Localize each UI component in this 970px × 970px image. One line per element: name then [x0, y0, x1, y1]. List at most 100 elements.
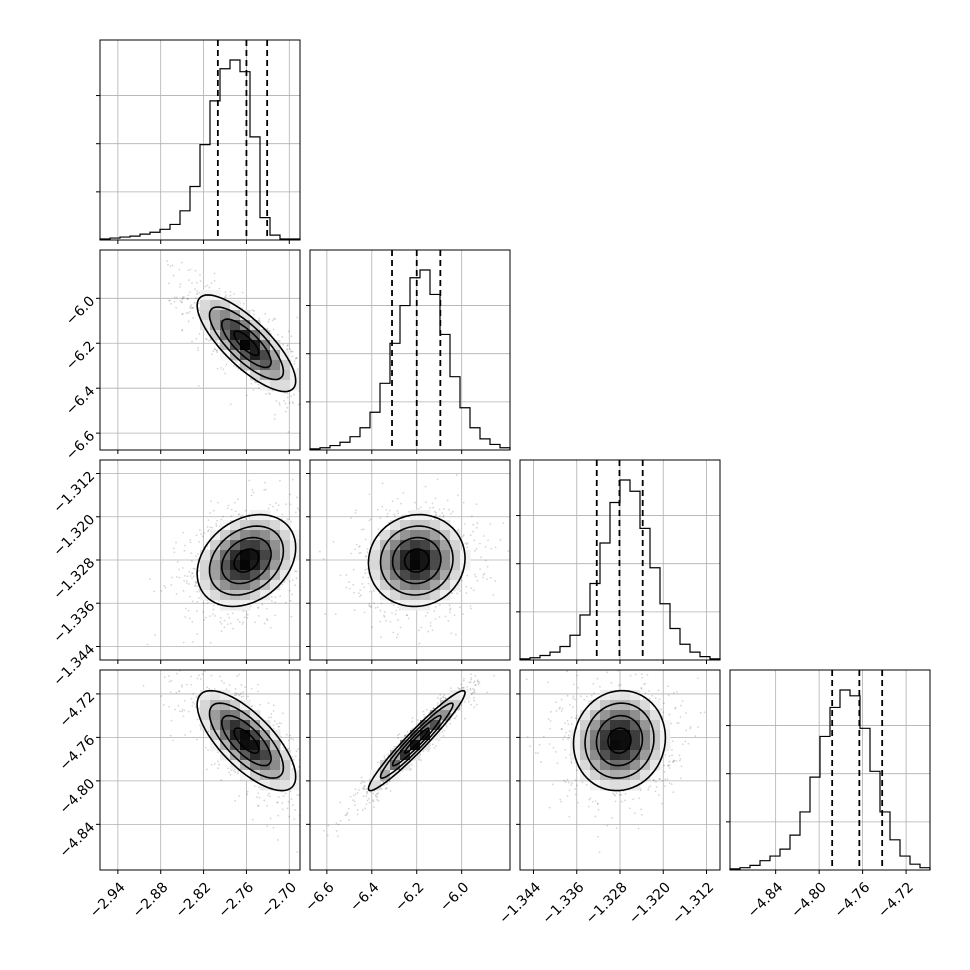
density-cell: [200, 570, 211, 581]
sample-point: [166, 260, 169, 263]
sample-point: [474, 684, 477, 687]
sample-point: [296, 496, 298, 499]
sample-point: [191, 282, 193, 284]
density-cell: [390, 560, 401, 571]
sample-point: [236, 675, 239, 678]
sample-point: [208, 286, 211, 289]
sample-point: [344, 522, 346, 524]
density-cell: [250, 570, 261, 581]
density-cell: [240, 750, 251, 761]
sample-point: [193, 702, 196, 705]
density-cell: [250, 580, 261, 591]
density-cell: [270, 550, 281, 561]
sample-point: [316, 532, 318, 534]
sample-point: [356, 809, 359, 811]
sample-point: [238, 620, 241, 623]
density-cell: [280, 750, 291, 761]
sample-point: [291, 350, 294, 353]
sample-point: [408, 510, 410, 513]
scatter-panel-r1-c0-frame: [99, 249, 301, 451]
sample-point: [476, 668, 478, 670]
sample-point: [514, 639, 516, 641]
sample-point: [160, 695, 163, 697]
sample-point: [257, 615, 260, 617]
sample-point: [197, 349, 200, 352]
density-cell: [250, 740, 261, 751]
sample-point: [436, 478, 439, 481]
sample-point: [233, 694, 236, 697]
density-cell: [210, 550, 221, 561]
sample-point: [470, 692, 473, 695]
sample-point: [198, 707, 201, 710]
sample-point: [180, 686, 183, 688]
sample-point: [206, 526, 209, 528]
sample-point: [196, 590, 198, 593]
sample-point: [473, 706, 476, 709]
sample-point: [251, 488, 254, 491]
density-cell: [260, 530, 271, 541]
sample-point: [483, 572, 486, 575]
sample-point: [449, 722, 452, 725]
sample-point: [270, 338, 273, 340]
sample-point: [353, 609, 356, 612]
density-cell: [250, 520, 261, 531]
sample-point: [306, 542, 308, 544]
sample-point: [198, 540, 200, 543]
sample-point: [215, 349, 218, 352]
sample-point: [362, 787, 365, 790]
sample-point: [305, 809, 307, 811]
sample-point: [364, 555, 367, 558]
sample-point: [425, 501, 427, 503]
sample-point: [494, 546, 497, 549]
sample-point: [357, 592, 360, 595]
scatter-panel-r3-c1: [306, 639, 516, 874]
density-cell: [260, 330, 271, 341]
sample-point: [181, 297, 184, 300]
sample-point: [462, 679, 465, 682]
sample-point: [192, 575, 195, 578]
sample-point: [236, 361, 239, 364]
density-cell: [250, 760, 261, 771]
sample-point: [173, 296, 176, 299]
sample-point: [251, 818, 254, 821]
sample-point: [210, 500, 212, 503]
density-cell: [430, 560, 441, 571]
density-cell: [410, 550, 421, 561]
sample-point: [301, 425, 303, 427]
sample-point: [370, 606, 372, 608]
sample-point: [233, 501, 236, 504]
sample-point: [241, 291, 244, 294]
sample-point: [345, 813, 348, 816]
sample-point: [187, 294, 190, 297]
sample-point: [365, 788, 368, 790]
sample-point: [195, 297, 197, 299]
density-cell: [210, 590, 221, 601]
sample-point: [444, 697, 447, 700]
sample-point: [285, 733, 288, 736]
sample-point: [274, 318, 277, 320]
sample-point: [475, 503, 478, 506]
sample-point: [153, 590, 156, 593]
sample-point: [464, 542, 467, 545]
sample-point: [173, 551, 176, 554]
sample-point: [455, 633, 457, 636]
sample-point: [457, 687, 459, 689]
sample-point: [307, 548, 309, 550]
density-cell: [230, 600, 241, 611]
sample-point: [397, 512, 400, 515]
sample-point: [170, 576, 173, 579]
density-cell: [440, 570, 451, 581]
sample-point: [493, 674, 495, 677]
sample-point: [404, 734, 407, 737]
sample-point: [294, 511, 297, 514]
sample-point: [179, 710, 181, 713]
sample-point: [376, 793, 379, 795]
sample-point: [334, 539, 336, 541]
density-cell: [450, 530, 461, 541]
sample-point: [223, 682, 225, 685]
sample-point: [316, 576, 318, 578]
sample-point: [441, 512, 444, 515]
sample-point: [187, 312, 190, 315]
sample-point: [463, 686, 465, 689]
sample-point: [479, 542, 481, 545]
